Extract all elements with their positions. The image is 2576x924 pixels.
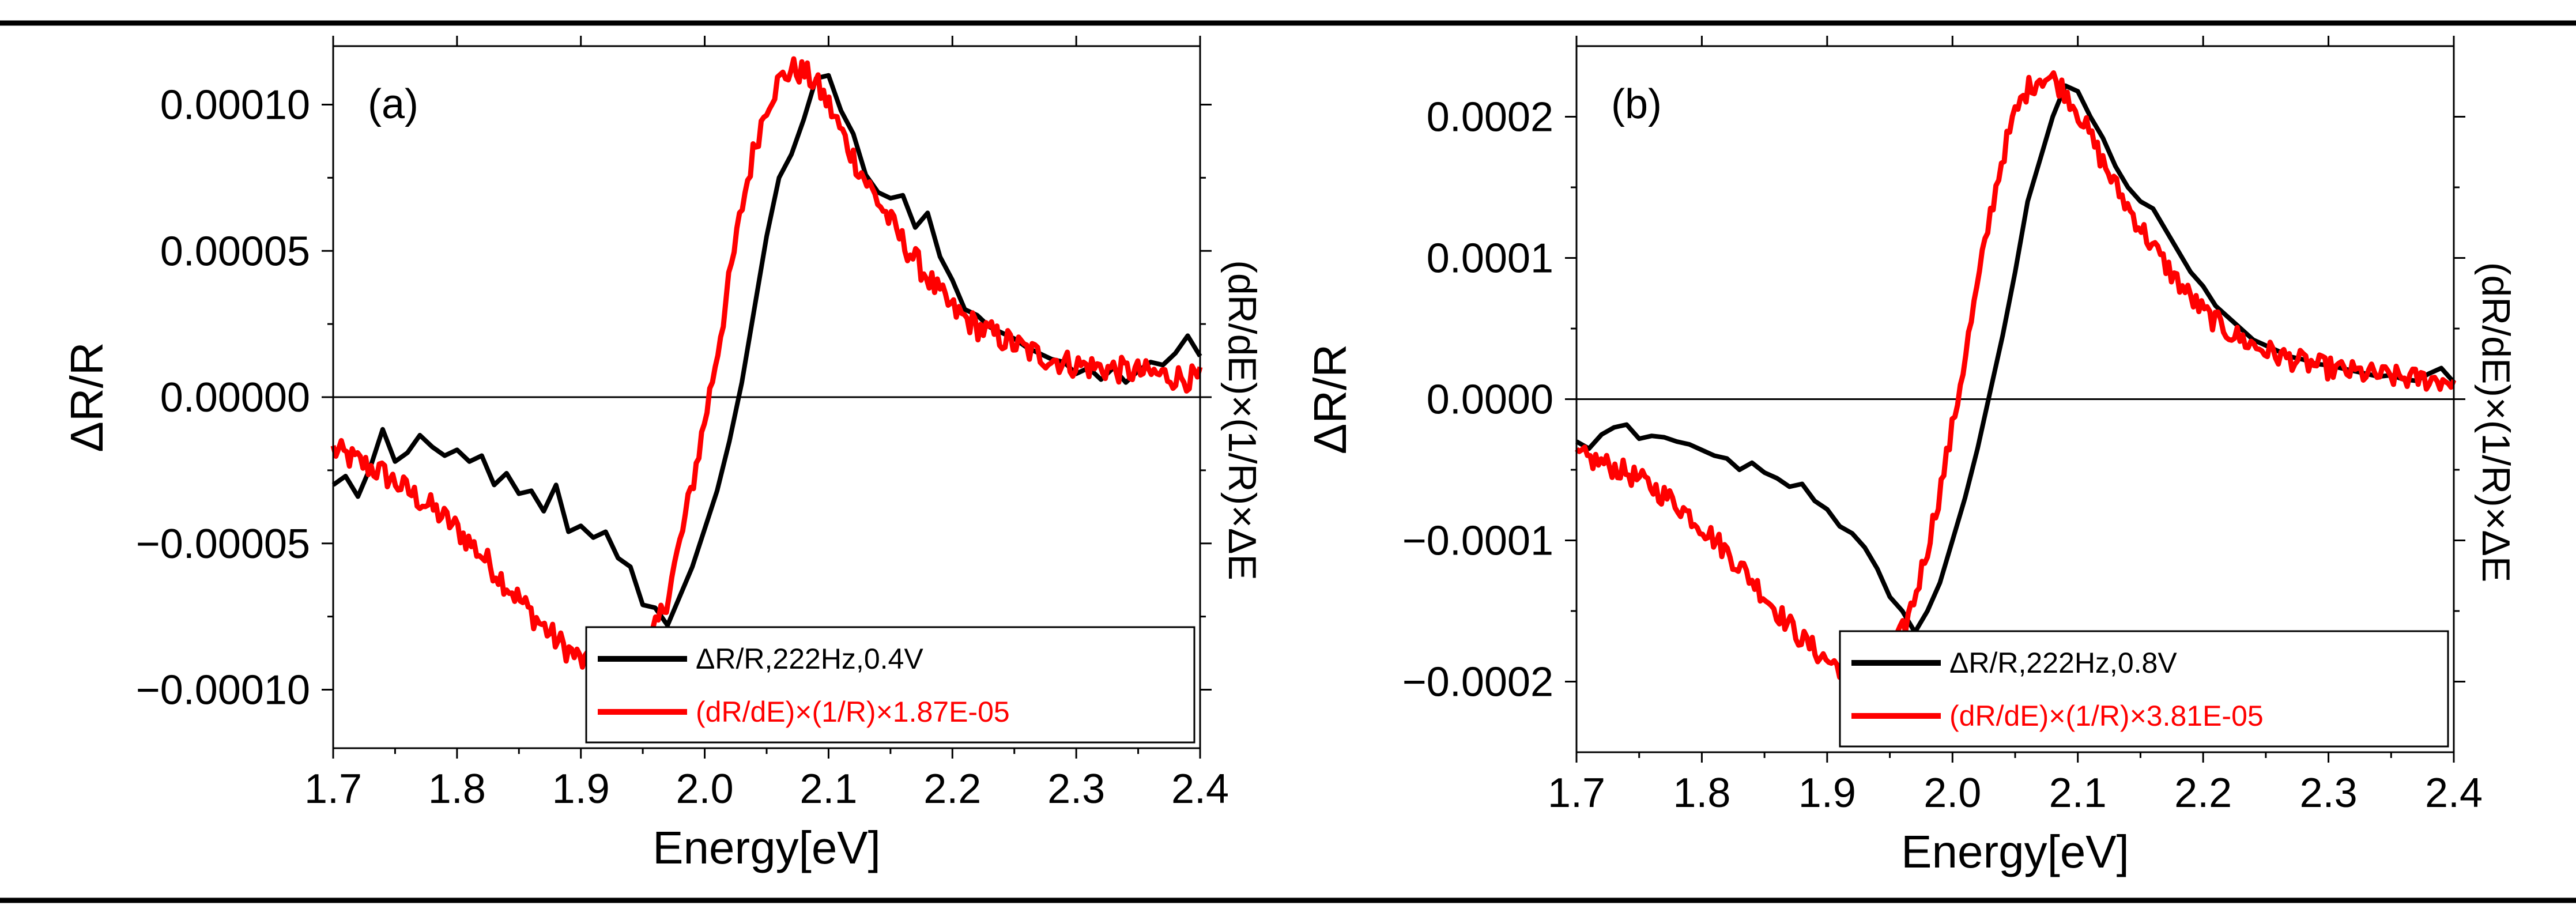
legend-box bbox=[585, 626, 1195, 744]
x-axis-title: Energy[eV] bbox=[1901, 826, 2129, 877]
x-tick-label: 2.2 bbox=[2174, 770, 2232, 816]
x-tick-label: 1.9 bbox=[552, 766, 610, 812]
x-tick-label: 1.8 bbox=[428, 766, 486, 812]
y-axis-title: ΔR/R bbox=[1304, 344, 1356, 454]
series-layer bbox=[330, 56, 1203, 691]
legend-label-derivative: (dR/dE)×(1/R)×3.81E-05 bbox=[1949, 700, 2264, 732]
x-axis-title: Energy[eV] bbox=[653, 822, 881, 873]
series-layer bbox=[1575, 70, 2457, 685]
y-tick-label: 0.00010 bbox=[160, 82, 310, 129]
legend-label-measured: ΔR/R,222Hz,0.4V bbox=[696, 643, 923, 675]
x-tick-label: 2.0 bbox=[1923, 770, 1981, 816]
x-tick-label: 2.0 bbox=[676, 766, 734, 812]
y-tick-label: −0.0001 bbox=[1402, 518, 1553, 564]
legend-label-measured: ΔR/R,222Hz,0.8V bbox=[1949, 647, 2177, 679]
legend: ΔR/R,222Hz,0.4V (dR/dE)×(1/R)×1.87E-05 bbox=[585, 626, 1195, 744]
right-axis-title: (dR/dE)×(1/R)×ΔE bbox=[2474, 262, 2518, 583]
x-tick-label: 2.1 bbox=[2049, 770, 2107, 816]
y-tick-label: 0.0000 bbox=[1427, 377, 1553, 423]
tick-layer: 1.7 1.8 1.9 2.0 2.1 2.2 2.3 2.4 0.00010 0.00005 0.… bbox=[136, 36, 1229, 812]
y-tick-label: 0.00000 bbox=[160, 375, 310, 421]
legend-label-derivative: (dR/dE)×(1/R)×1.87E-05 bbox=[696, 696, 1010, 728]
legend: ΔR/R,222Hz,0.8V (dR/dE)×(1/R)×3.81E-05 bbox=[1839, 630, 2449, 748]
chart-panel-a: 1.7 1.8 1.9 2.0 2.1 2.2 2.3 2.4 0.00010 0.00005 0.… bbox=[61, 36, 1264, 873]
y-axis-title: ΔR/R bbox=[61, 342, 112, 452]
tick-layer: 1.7 1.8 1.9 2.0 2.1 2.2 2.3 2.4 0.0002 0.0001 0.00… bbox=[1402, 36, 2483, 816]
x-tick-label: 2.4 bbox=[1171, 766, 1229, 812]
legend-box bbox=[1839, 630, 2449, 748]
panel-label: (b) bbox=[1611, 81, 1662, 127]
x-tick-label: 2.3 bbox=[1047, 766, 1105, 812]
y-tick-label: −0.00010 bbox=[136, 667, 310, 714]
y-tick-label: −0.00005 bbox=[136, 521, 310, 567]
y-tick-label: 0.0001 bbox=[1427, 236, 1553, 282]
series-line-derivative bbox=[330, 56, 1203, 691]
y-tick-label: −0.0002 bbox=[1402, 659, 1553, 706]
x-tick-label: 2.1 bbox=[799, 766, 857, 812]
x-tick-label: 1.8 bbox=[1673, 770, 1730, 816]
panel-label: (a) bbox=[368, 81, 418, 127]
right-axis-title: (dR/dE)×(1/R)×ΔE bbox=[1220, 260, 1264, 580]
y-tick-label: 0.0002 bbox=[1427, 95, 1553, 141]
x-tick-label: 1.7 bbox=[1548, 770, 1605, 816]
chart-panel-b: 1.7 1.8 1.9 2.0 2.1 2.2 2.3 2.4 0.0002 0.0001 0.00… bbox=[1304, 36, 2518, 877]
y-tick-label: 0.00005 bbox=[160, 228, 310, 274]
x-tick-label: 1.9 bbox=[1798, 770, 1856, 816]
x-tick-label: 2.4 bbox=[2425, 770, 2483, 816]
x-tick-label: 1.7 bbox=[304, 766, 362, 812]
x-tick-label: 2.2 bbox=[923, 766, 981, 812]
series-line-derivative bbox=[1575, 70, 2457, 685]
x-tick-label: 2.3 bbox=[2300, 770, 2358, 816]
